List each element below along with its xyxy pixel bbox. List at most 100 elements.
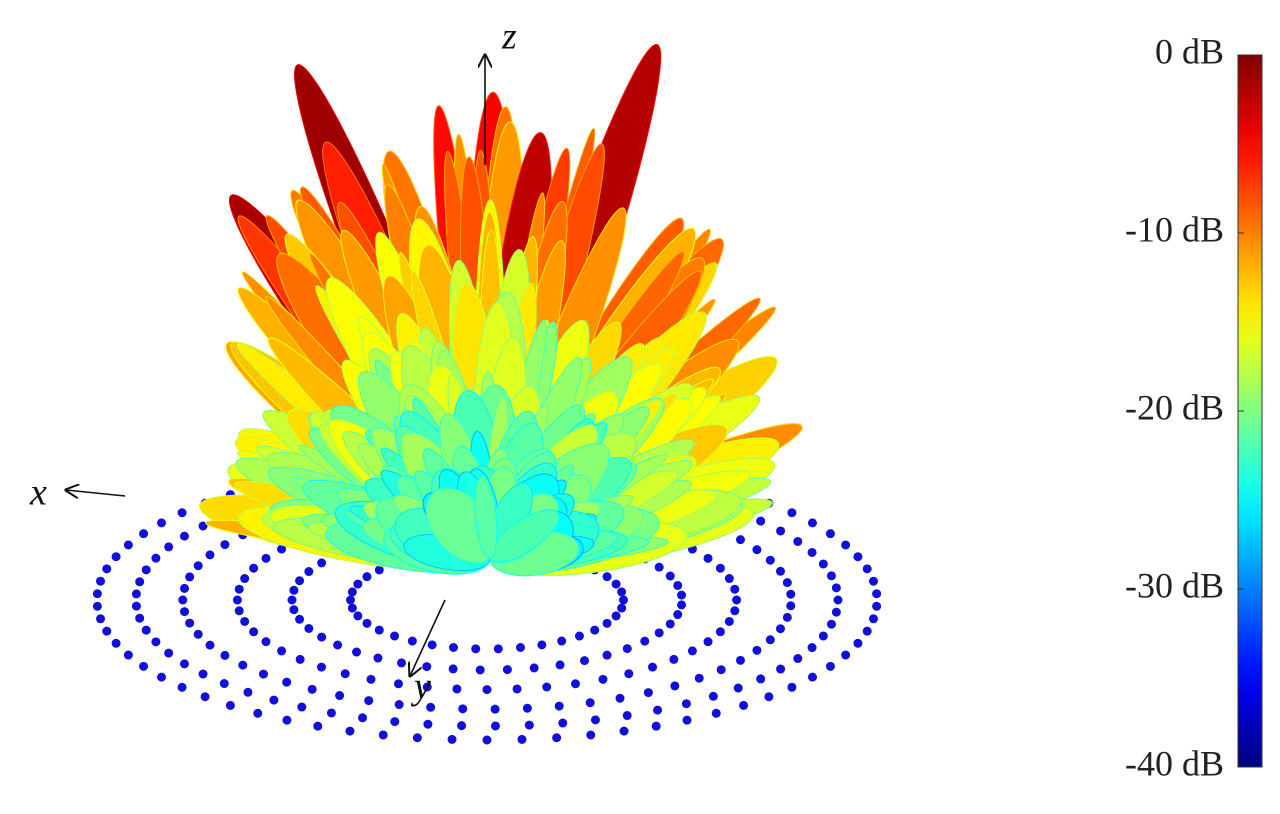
element-dot (765, 555, 775, 565)
element-dot (261, 637, 271, 647)
element-dot (782, 578, 792, 588)
element-dot (825, 529, 835, 539)
colorbar-tick-label: 0 dB (1155, 31, 1224, 71)
element-dot (862, 564, 872, 574)
element-dot (141, 565, 151, 575)
element-dot (622, 711, 632, 721)
element-dot (96, 614, 106, 624)
element-dot (643, 688, 653, 698)
z-label: z (501, 16, 517, 58)
element-dot (225, 700, 235, 710)
element-dot (831, 607, 841, 617)
element-dot (752, 645, 762, 655)
element-dot (232, 595, 242, 605)
element-dot (735, 655, 745, 665)
element-dot (307, 684, 317, 694)
element-dot (554, 701, 564, 711)
element-dot (289, 585, 299, 595)
element-dot (238, 660, 248, 670)
element-dot (775, 624, 785, 634)
element-dot (730, 606, 740, 616)
element-dot (651, 721, 661, 731)
lobe (488, 509, 560, 563)
lobe (474, 475, 498, 559)
element-dot (522, 703, 532, 713)
colorbar-tick-label: -20 dB (1125, 387, 1224, 427)
element-dot (786, 601, 796, 611)
element-dot (787, 682, 797, 692)
element-dot (346, 595, 355, 605)
element-dot (733, 683, 743, 693)
element-dot (868, 614, 878, 624)
element-dot (818, 559, 828, 569)
element-dot (776, 526, 786, 536)
element-dot (537, 640, 547, 650)
colorbar-tick-label: -30 dB (1125, 565, 1224, 605)
element-dot (619, 595, 628, 605)
element-dot (407, 636, 417, 646)
element-dot (586, 730, 596, 740)
element-dot (151, 637, 161, 647)
element-dot (807, 518, 817, 528)
element-dot (333, 640, 343, 650)
element-dot (353, 611, 363, 621)
element-dot (825, 661, 835, 671)
element-dot (490, 721, 500, 731)
element-dot (92, 589, 102, 599)
element-dot (123, 540, 133, 550)
element-dot (471, 644, 481, 654)
element-dot (220, 540, 230, 550)
element-dot (282, 715, 292, 725)
element-dot (193, 561, 203, 571)
element-dot (297, 702, 307, 712)
element-dot (234, 584, 244, 594)
colorbar: 0 dB -10 dB -20 dB -30 dB -40 dB (1125, 31, 1263, 783)
element-dot (715, 627, 725, 637)
element-dot (617, 587, 627, 597)
element-dot (653, 705, 663, 715)
element-dot (574, 631, 584, 641)
element-dot (694, 673, 704, 683)
element-dot (764, 692, 774, 702)
element-dot (253, 708, 263, 718)
element-dot (295, 614, 305, 624)
element-dot (249, 627, 259, 637)
element-dot (135, 613, 145, 623)
element-dot (617, 603, 627, 613)
element-dot (580, 656, 589, 666)
element-dot (198, 669, 208, 679)
element-dot (423, 719, 433, 729)
element-dot (313, 721, 323, 731)
element-dot (178, 595, 188, 605)
element-dot (151, 553, 161, 563)
element-dot (249, 563, 259, 573)
element-dot (234, 606, 244, 616)
element-dot (493, 644, 503, 654)
element-dot (358, 713, 368, 723)
element-dot (602, 572, 612, 582)
element-dot (447, 734, 457, 744)
element-dot (872, 589, 882, 599)
element-dot (317, 558, 327, 568)
element-dot (482, 685, 492, 695)
element-dot (366, 674, 376, 684)
element-dot (475, 665, 485, 675)
element-dot (787, 508, 797, 518)
element-dot (708, 691, 718, 701)
element-dot (590, 715, 600, 725)
element-dot (135, 577, 145, 587)
element-dot (390, 717, 400, 727)
element-dot (703, 553, 713, 563)
element-dot (295, 576, 305, 586)
element-dot (316, 662, 326, 672)
element-dot (390, 631, 400, 641)
element-dot (412, 733, 422, 743)
element-dot (775, 566, 785, 576)
element-dot (590, 625, 600, 635)
element-dot (724, 574, 734, 584)
element-dot (335, 691, 345, 701)
colorbar-tick-label: -10 dB (1125, 209, 1224, 249)
element-dot (841, 650, 851, 660)
element-dot (374, 565, 384, 575)
